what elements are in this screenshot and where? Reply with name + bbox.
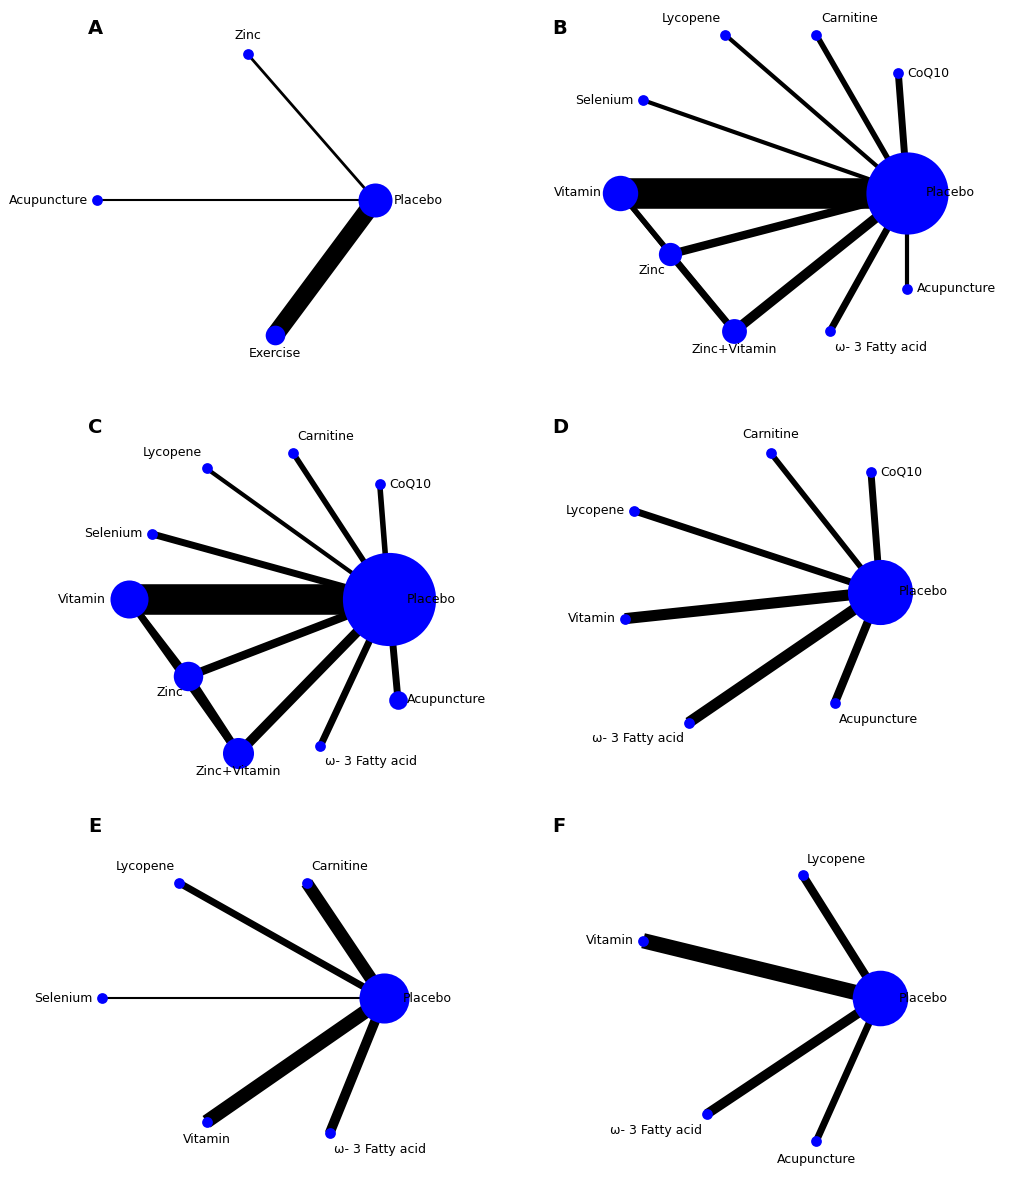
Point xyxy=(389,690,406,709)
Text: B: B xyxy=(551,19,567,38)
Text: F: F xyxy=(551,817,565,836)
Point xyxy=(89,190,105,210)
Text: Selenium: Selenium xyxy=(85,527,143,540)
Text: Acupuncture: Acupuncture xyxy=(775,1152,855,1166)
Text: Lycopene: Lycopene xyxy=(660,12,719,25)
Text: Placebo: Placebo xyxy=(403,992,451,1005)
Point xyxy=(871,582,888,601)
Text: CoQ10: CoQ10 xyxy=(388,477,431,490)
Point xyxy=(198,1112,214,1131)
Text: E: E xyxy=(88,817,101,836)
Point xyxy=(367,190,383,210)
Text: ω- 3 Fatty acid: ω- 3 Fatty acid xyxy=(334,1143,426,1156)
Point xyxy=(180,667,197,686)
Point xyxy=(862,462,878,482)
Text: Zinc+Vitamin: Zinc+Vitamin xyxy=(196,766,281,778)
Point xyxy=(698,1105,714,1124)
Point xyxy=(616,609,633,628)
Text: Vitamin: Vitamin xyxy=(182,1133,230,1146)
Text: Placebo: Placebo xyxy=(393,194,442,207)
Text: Selenium: Selenium xyxy=(35,992,93,1005)
Point xyxy=(321,1124,337,1143)
Text: Lycopene: Lycopene xyxy=(806,853,865,866)
Text: Placebo: Placebo xyxy=(407,593,455,606)
Text: Acupuncture: Acupuncture xyxy=(407,692,486,706)
Point xyxy=(284,443,301,462)
Point xyxy=(890,63,906,83)
Point xyxy=(626,501,642,520)
Point xyxy=(807,25,823,44)
Point xyxy=(807,1131,823,1150)
Point xyxy=(94,988,110,1008)
Point xyxy=(825,694,842,713)
Point xyxy=(716,25,733,44)
Point xyxy=(171,873,187,893)
Point xyxy=(380,589,396,609)
Text: Acupuncture: Acupuncture xyxy=(9,194,88,207)
Point xyxy=(726,322,742,341)
Text: C: C xyxy=(88,418,102,437)
Text: ω- 3 Fatty acid: ω- 3 Fatty acid xyxy=(591,732,684,745)
Text: ω- 3 Fatty acid: ω- 3 Fatty acid xyxy=(834,341,925,353)
Text: Carnitine: Carnitine xyxy=(742,429,798,442)
Text: Acupuncture: Acupuncture xyxy=(839,713,917,726)
Text: Lycopene: Lycopene xyxy=(566,504,625,518)
Point xyxy=(376,988,392,1008)
Point xyxy=(239,44,256,63)
Text: Zinc: Zinc xyxy=(638,264,665,277)
Point xyxy=(144,525,160,544)
Text: Carnitine: Carnitine xyxy=(298,430,354,443)
Point xyxy=(634,91,650,110)
Point xyxy=(899,183,915,202)
Text: Acupuncture: Acupuncture xyxy=(916,283,995,296)
Text: A: A xyxy=(88,19,103,38)
Point xyxy=(661,244,678,264)
Text: Placebo: Placebo xyxy=(925,186,974,199)
Point xyxy=(371,474,387,494)
Text: Vitamin: Vitamin xyxy=(568,612,615,625)
Text: Carnitine: Carnitine xyxy=(311,860,368,873)
Text: Placebo: Placebo xyxy=(898,992,947,1005)
Point xyxy=(871,988,888,1008)
Text: Zinc: Zinc xyxy=(234,30,261,42)
Text: Vitamin: Vitamin xyxy=(58,593,106,606)
Text: CoQ10: CoQ10 xyxy=(907,67,949,80)
Text: Exercise: Exercise xyxy=(249,346,301,359)
Text: Carnitine: Carnitine xyxy=(820,12,876,25)
Text: Zinc: Zinc xyxy=(157,686,183,700)
Point xyxy=(611,183,628,202)
Text: Placebo: Placebo xyxy=(898,585,947,598)
Text: CoQ10: CoQ10 xyxy=(879,466,921,479)
Text: D: D xyxy=(551,418,568,437)
Text: Selenium: Selenium xyxy=(575,93,634,107)
Point xyxy=(680,713,696,732)
Text: Lycopene: Lycopene xyxy=(143,446,202,459)
Point xyxy=(899,279,915,298)
Text: Vitamin: Vitamin xyxy=(586,934,634,948)
Text: Zinc+Vitamin: Zinc+Vitamin xyxy=(691,343,776,356)
Text: Vitamin: Vitamin xyxy=(553,186,601,199)
Text: Lycopene: Lycopene xyxy=(115,860,174,873)
Point xyxy=(266,326,282,345)
Text: ω- 3 Fatty acid: ω- 3 Fatty acid xyxy=(609,1124,702,1137)
Point xyxy=(312,737,328,756)
Point xyxy=(762,443,779,462)
Point xyxy=(821,322,838,341)
Text: ω- 3 Fatty acid: ω- 3 Fatty acid xyxy=(325,756,417,768)
Point xyxy=(230,744,247,763)
Point xyxy=(794,866,810,885)
Point xyxy=(120,589,137,609)
Point xyxy=(198,459,214,478)
Point xyxy=(299,873,315,893)
Point xyxy=(634,931,650,950)
